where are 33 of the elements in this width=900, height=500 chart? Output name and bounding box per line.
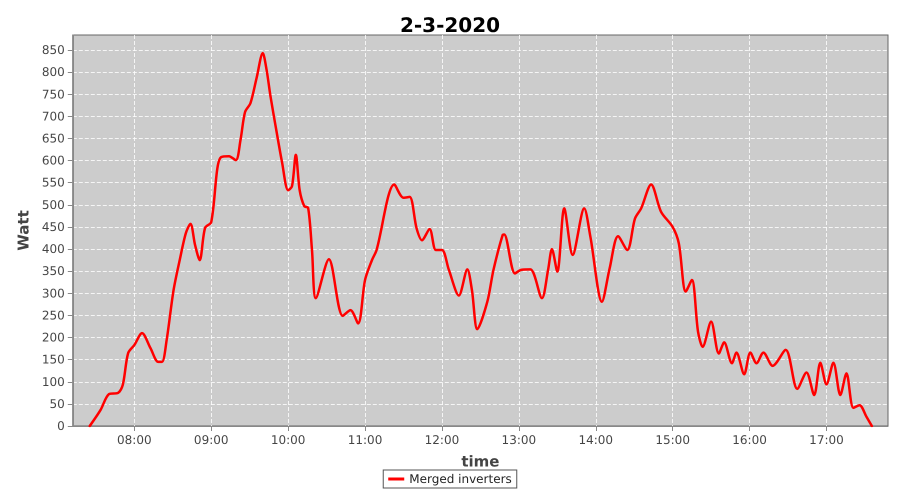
- y-axis-title: Watt: [14, 210, 32, 251]
- y-tick-label: 850: [42, 43, 65, 58]
- y-tick-label: 500: [42, 198, 65, 212]
- y-tick-label: 600: [42, 154, 65, 168]
- y-tick-label: 350: [42, 264, 65, 278]
- x-tick-label: 15:00: [655, 433, 690, 447]
- y-tick-label: 400: [42, 242, 65, 256]
- y-tick-label: 650: [42, 132, 65, 146]
- line-series: [88, 52, 874, 428]
- y-tick-label: 250: [42, 308, 65, 322]
- legend-label: Merged inverters: [409, 472, 512, 486]
- x-tick-label: 16:00: [732, 433, 767, 447]
- y-tick-label: 300: [42, 286, 65, 300]
- y-tick-label: 750: [42, 87, 65, 102]
- x-tick-label: 09:00: [194, 433, 229, 447]
- x-tick-label: 10:00: [270, 433, 306, 447]
- x-tick-label: 08:00: [117, 433, 152, 447]
- x-tick-label: 12:00: [424, 433, 460, 447]
- y-tick-label: 50: [50, 396, 65, 411]
- y-tick-label: 800: [42, 65, 65, 80]
- x-tick-label: 11:00: [348, 433, 382, 447]
- y-tick-label: 100: [42, 374, 65, 389]
- y-tick-label: 700: [42, 109, 65, 124]
- y-tick-label: 150: [42, 352, 65, 367]
- chart-title: 2-3-2020: [400, 13, 500, 37]
- y-tick-label: 200: [42, 330, 65, 345]
- y-tick-label: 0: [57, 419, 65, 433]
- x-tick-label: 13:00: [502, 433, 536, 447]
- y-tick-label: 450: [42, 220, 65, 234]
- x-tick-label: 17:00: [809, 433, 844, 447]
- x-axis-title: time: [461, 452, 500, 470]
- y-tick-label: 550: [42, 176, 65, 190]
- x-tick-label: 14:00: [578, 433, 614, 447]
